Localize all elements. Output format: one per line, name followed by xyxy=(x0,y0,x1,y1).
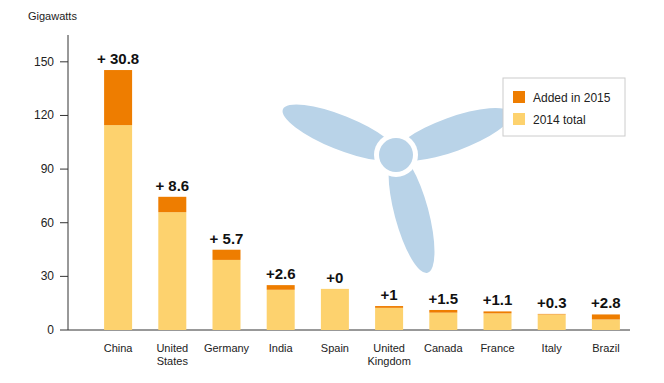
turbine-hub-ring xyxy=(374,133,418,177)
data-label: +1.5 xyxy=(428,290,458,307)
data-label: +2.6 xyxy=(266,265,296,282)
chart: Gigawatts 0 30 60 90 120 150 + 30.8 + 8.6 + 5.7 +2… xyxy=(0,0,664,383)
x-tick-label: India xyxy=(269,342,294,354)
bar-segment xyxy=(429,313,457,330)
bar-segment xyxy=(429,310,457,313)
legend-label: Added in 2015 xyxy=(533,91,611,105)
x-tick-label: Canada xyxy=(424,342,463,354)
data-label: +0.3 xyxy=(537,294,567,311)
bar-segment xyxy=(158,197,186,212)
turbine-hub xyxy=(379,138,413,172)
y-tick-label: 150 xyxy=(34,55,54,69)
x-tick-label: Brazil xyxy=(592,342,620,354)
y-tick xyxy=(60,222,68,223)
x-tick-label: Spain xyxy=(321,342,349,354)
x-tick-label: Germany xyxy=(204,342,250,354)
bar-segment xyxy=(267,285,295,290)
data-label: + 5.7 xyxy=(210,230,244,247)
y-tick-label: 120 xyxy=(34,108,54,122)
bar-segment xyxy=(104,125,132,330)
bar-segment xyxy=(375,306,403,308)
bar-segment xyxy=(538,314,566,330)
legend-swatch xyxy=(513,113,525,125)
bar-segment xyxy=(484,313,512,330)
legend-label: 2014 total xyxy=(533,113,586,127)
bar-segment xyxy=(592,314,620,319)
legend: Added in 2015 2014 total xyxy=(503,78,625,136)
bar-segment xyxy=(213,260,241,330)
bar-segment xyxy=(592,319,620,330)
y-tick xyxy=(60,115,68,116)
data-label: +1 xyxy=(381,286,398,303)
y-tick xyxy=(60,330,68,331)
turbine-icon xyxy=(277,94,517,278)
y-axis-label: Gigawatts xyxy=(28,10,77,22)
y-tick-label: 90 xyxy=(41,162,55,176)
data-label: +2.8 xyxy=(591,294,621,311)
bar-segment xyxy=(321,288,349,289)
data-label: +1.1 xyxy=(483,291,513,308)
bar-segment xyxy=(321,289,349,330)
x-tick-label: UnitedStates xyxy=(156,342,188,367)
data-label: + 8.6 xyxy=(155,177,189,194)
y-axis-line xyxy=(68,35,69,330)
bar-segment xyxy=(538,313,566,315)
data-label: +0 xyxy=(326,269,343,286)
legend-swatch xyxy=(513,91,525,103)
x-tick-label: China xyxy=(104,342,134,354)
y-tick xyxy=(60,169,68,170)
y-tick xyxy=(60,61,68,62)
x-tick-label: UnitedKingdom xyxy=(367,342,410,367)
y-tick-label: 0 xyxy=(47,323,54,337)
bar-segment xyxy=(484,311,512,313)
data-label: + 30.8 xyxy=(97,50,139,67)
x-tick-label: France xyxy=(480,342,514,354)
legend-box xyxy=(503,78,625,136)
y-tick xyxy=(60,276,68,277)
y-tick-label: 30 xyxy=(41,269,55,283)
bar-segment xyxy=(213,250,241,260)
y-tick-label: 60 xyxy=(41,216,55,230)
bar-segment xyxy=(267,290,295,330)
bar-segment xyxy=(158,212,186,330)
x-tick-label: Italy xyxy=(542,342,563,354)
bar-segment xyxy=(104,70,132,125)
bar-segment xyxy=(375,308,403,330)
